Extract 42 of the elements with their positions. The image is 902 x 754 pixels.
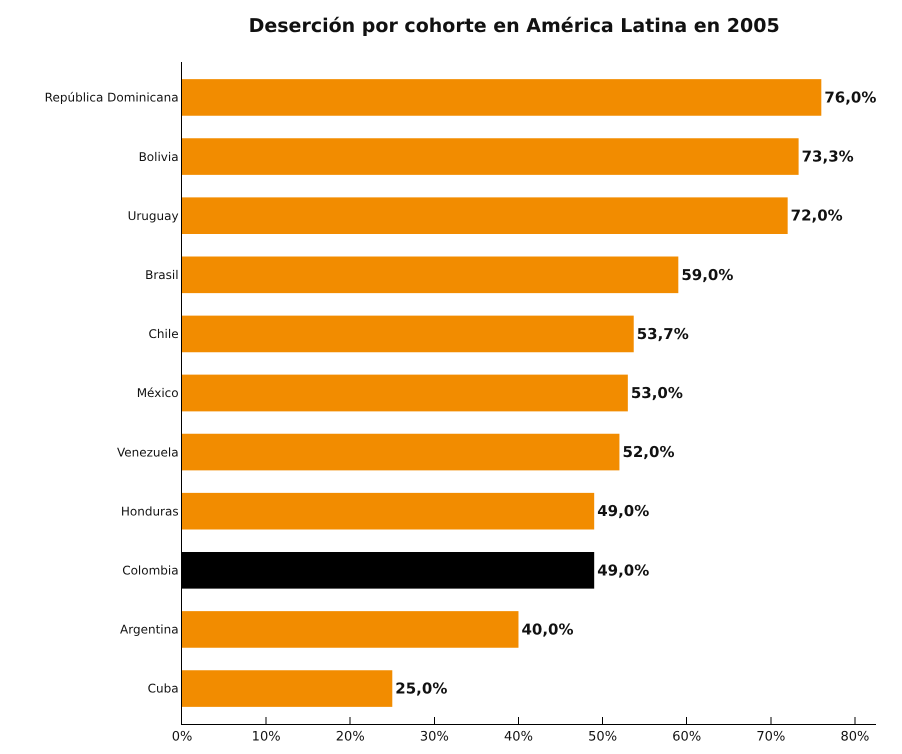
bar — [182, 197, 788, 234]
data-label: 25,0% — [395, 680, 448, 698]
y-tick-label: Colombia — [122, 564, 179, 578]
y-tick-label: Bolivia — [138, 150, 179, 164]
bar — [182, 670, 392, 707]
y-tick-label: Chile — [148, 327, 179, 342]
data-label: 59,0% — [681, 266, 734, 284]
x-tick-label: 20% — [336, 730, 365, 745]
data-label: 53,0% — [630, 384, 683, 402]
y-tick-label: México — [136, 386, 179, 400]
x-tick-label: 70% — [756, 730, 786, 745]
y-tick-label: Venezuela — [116, 445, 179, 460]
data-label: 53,7% — [636, 324, 689, 343]
data-label: 73,3% — [802, 148, 854, 166]
data-label: 49,0% — [597, 502, 650, 520]
bar — [182, 374, 628, 412]
x-tick-label: 0% — [172, 730, 192, 745]
x-tick-label: 30% — [420, 730, 449, 745]
data-label: 52,0% — [622, 443, 674, 462]
y-tick-label: Cuba — [148, 682, 179, 696]
bar — [182, 492, 594, 530]
bar — [182, 79, 822, 116]
chart-title: Deserción por cohorte en América Latina en 2005 — [248, 15, 780, 38]
data-label: 72,0% — [790, 206, 843, 225]
y-tick-label: República Dominicana — [44, 90, 179, 105]
bar — [182, 138, 799, 175]
y-tick-label: Honduras — [120, 504, 179, 518]
bar — [182, 256, 678, 294]
y-tick-label: Argentina — [120, 622, 179, 637]
x-tick-label: 40% — [504, 730, 533, 745]
bar — [182, 316, 634, 352]
data-label: 76,0% — [824, 88, 876, 106]
x-tick-label: 50% — [588, 730, 618, 745]
bar — [182, 434, 620, 470]
y-tick-label: Brasil — [145, 268, 179, 282]
x-tick-label: 80% — [840, 730, 870, 745]
data-label: 49,0% — [597, 561, 650, 580]
x-tick-label: 60% — [672, 730, 702, 745]
data-label: 40,0% — [521, 620, 574, 638]
x-tick-label: 10% — [252, 730, 281, 745]
y-tick-label: Uruguay — [128, 208, 179, 223]
bar — [182, 611, 518, 648]
